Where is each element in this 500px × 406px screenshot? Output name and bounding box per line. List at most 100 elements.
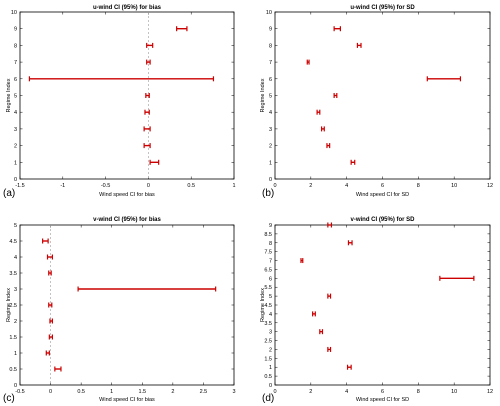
panel-a: u-wind CI (95%) for bias Wind speed CI f… [3,5,236,199]
y-tick-label: 2 [14,144,17,150]
y-tick-label: 1 [269,160,272,166]
panel-c-title: v-wind CI (95%) for bias [93,217,161,223]
x-tick-label: -1 [60,183,65,189]
y-tick-label: 4.5 [264,303,272,309]
y-tick-label: 3 [14,127,17,133]
panel-a-label: (a) [3,188,15,199]
y-tick-label: 1 [269,365,272,371]
y-tick-label: 7 [269,60,272,66]
x-tick-label: 1.5 [138,389,146,395]
panel-d-ticks: 0 0.5 1 1.5 2 2.5 3 3.5 4 4.5 5 5.5 6 6.5 7 7.5 8 8.5 9 0 2 4… [264,223,493,395]
x-tick-label: -0.5 [101,183,110,189]
panel-b: u-wind CI (95%) for SD Wind speed CI for… [260,5,493,199]
x-tick-label: 2.5 [200,389,208,395]
panel-a-title: u-wind CI (95%) for bias [93,5,162,11]
panel-a-intervals [28,12,215,179]
x-tick-label: -0.5 [15,389,24,395]
y-tick-label: 8.5 [264,232,272,238]
y-tick-label: 7.5 [264,250,272,256]
y-tick-label: 8 [269,43,272,49]
x-tick-label: 1 [110,389,113,395]
y-tick-label: 7 [269,259,272,265]
panel-a-ylabel: Regime Index [6,78,12,112]
panel-c: v-wind CI (95%) for bias Wind speed CI f… [3,217,236,404]
x-tick-label: 3 [232,389,235,395]
y-tick-label: 1 [14,351,17,357]
x-tick-label: 10 [451,183,457,189]
panel-c-xlabel: Wind speed CI for bias [99,397,155,403]
x-tick-label: 0 [49,389,52,395]
panel-b-title: u-wind CI (95%) for SD [350,5,415,11]
y-tick-label: 0 [14,383,17,389]
x-tick-label: 0.5 [187,183,195,189]
panel-b-ylabel: Regime Index [260,78,266,112]
y-tick-label: 5 [269,94,272,100]
y-tick-label: 0 [14,177,17,183]
y-tick-label: 2 [269,144,272,150]
x-tick-label: 2 [171,389,174,395]
x-tick-label: -1.5 [15,183,24,189]
y-tick-label: 0.5 [9,367,17,373]
y-tick-label: 8 [269,241,272,247]
panel-c-ticks: 00.511.522.533.544.55-0.5 0 0.5 1 1.5 2 2.5 3 [9,223,235,395]
y-tick-label: 4 [14,110,17,116]
x-tick-label: 12 [487,183,493,189]
y-tick-label: 6 [269,276,272,282]
y-tick-label: 2.5 [264,339,272,345]
x-tick-label: 10 [451,389,457,395]
x-tick-label: 6 [381,389,384,395]
y-tick-label: 0 [269,383,272,389]
y-tick-label: 0 [269,177,272,183]
y-tick-label: 3.5 [9,271,17,277]
y-tick-label: 5 [14,94,17,100]
x-tick-label: 0 [273,389,276,395]
y-tick-label: 0.5 [264,374,272,380]
y-tick-label: 2 [269,347,272,353]
y-tick-label: 4.5 [9,239,17,245]
panel-d: v-wind CI (95%) for SD Wind speed CI for… [260,217,493,404]
y-tick-label: 7 [14,60,17,66]
x-tick-label: 1 [232,183,235,189]
y-tick-label: 4 [269,110,272,116]
y-tick-label: 4 [269,312,272,318]
y-tick-label: 3.5 [264,321,272,327]
x-tick-label: 6 [381,183,384,189]
panel-a-ticks: 0 1 2 3 4 5 6 7 8 9 10 -1.5 -1 -0.5 0 0.5 1 [11,10,236,189]
y-tick-label: 5 [269,294,272,300]
panel-b-label: (b) [262,188,274,199]
y-tick-label: 10 [11,10,17,16]
x-tick-label: 0.5 [77,389,85,395]
panel-d-intervals [300,222,475,370]
y-tick-label: 1 [14,160,17,166]
x-tick-label: 2 [309,183,312,189]
y-tick-label: 6.5 [264,267,272,273]
y-tick-label: 1.5 [264,356,272,362]
y-tick-label: 9 [269,223,272,229]
x-tick-label: 8 [417,389,420,395]
panel-c-ylabel: Regime Index [6,288,12,322]
y-tick-label: 9 [269,27,272,33]
y-tick-label: 8 [14,43,17,49]
panel-c-intervals [42,225,217,385]
y-tick-label: 2 [14,319,17,325]
y-tick-label: 6 [269,77,272,83]
y-tick-label: 1.5 [9,335,17,341]
x-tick-label: 4 [345,389,348,395]
y-tick-label: 3 [14,287,17,293]
x-tick-label: 0 [147,183,150,189]
panel-d-ylabel: Regime Index [260,288,266,322]
panel-b-intervals [306,26,462,165]
y-tick-label: 2.5 [9,303,17,309]
panel-b-xlabel: Wind speed CI for SD [356,192,409,198]
y-tick-label: 6 [14,77,17,83]
x-tick-label: 0 [273,183,276,189]
panel-d-xlabel: Wind speed CI for SD [356,397,409,403]
x-tick-label: 8 [417,183,420,189]
y-tick-label: 4 [14,255,17,261]
y-tick-label: 5.5 [264,285,272,291]
x-tick-label: 2 [309,389,312,395]
y-tick-label: 10 [266,10,272,16]
y-tick-label: 9 [14,27,17,33]
